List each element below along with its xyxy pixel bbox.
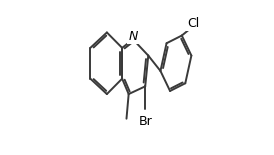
- Text: Cl: Cl: [187, 18, 199, 31]
- Text: Br: Br: [138, 115, 152, 128]
- Text: N: N: [128, 30, 138, 43]
